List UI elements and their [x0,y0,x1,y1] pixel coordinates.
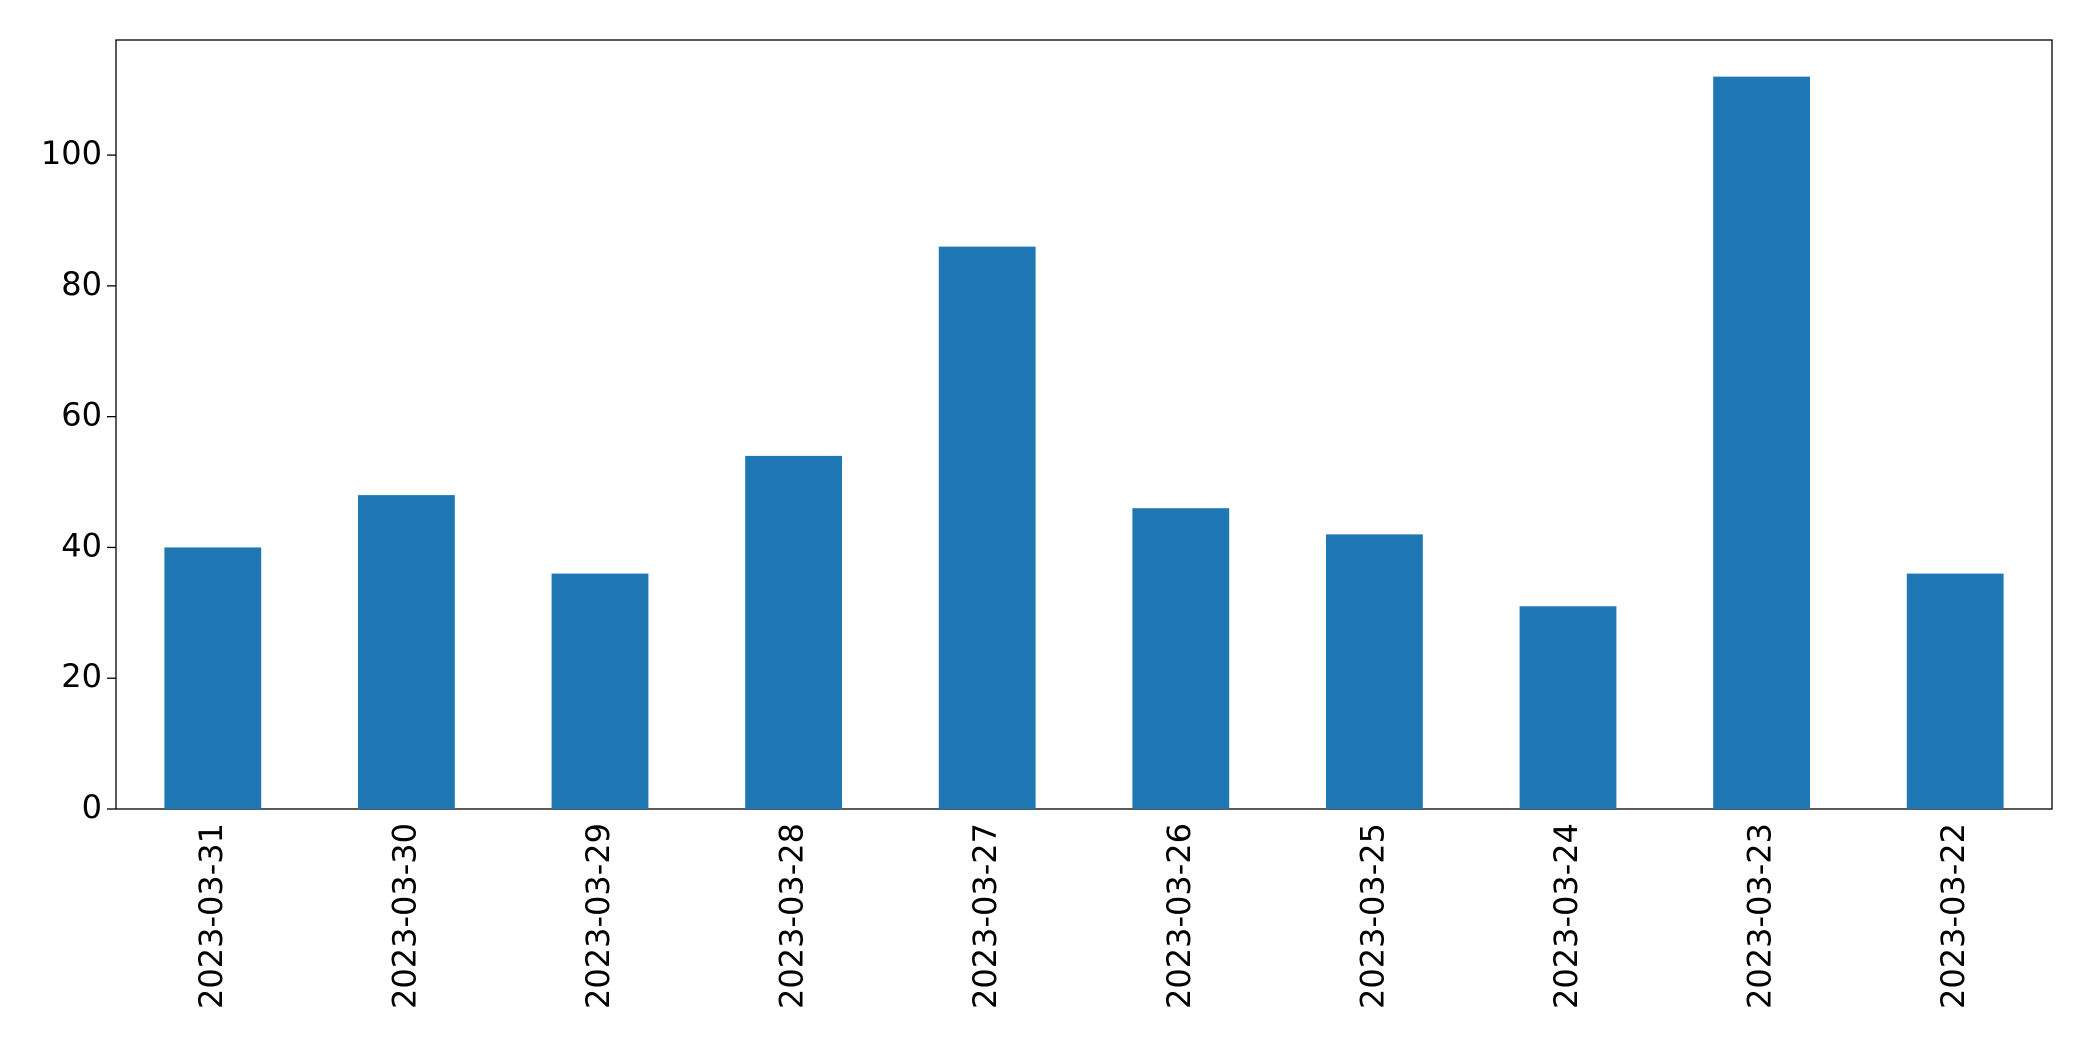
bar [358,495,455,809]
x-tick-label: 2023-03-29 [579,823,617,1009]
x-tick-label: 2023-03-23 [1741,823,1779,1009]
bar [551,573,649,809]
bar [1132,508,1230,809]
y-tick-label: 80 [61,265,102,303]
bar [1326,534,1423,809]
bar [1519,606,1617,809]
x-tick-label: 2023-03-25 [1353,823,1391,1009]
y-tick-label: 0 [82,788,102,826]
x-tick-label: 2023-03-30 [385,823,423,1009]
x-tick-label: 2023-03-26 [1160,823,1198,1009]
x-tick-label: 2023-03-28 [773,823,811,1009]
y-tick-label: 20 [61,657,102,695]
bar [938,246,1036,809]
axes-frame [115,39,2053,810]
y-tick-label: 40 [61,526,102,564]
bar [745,455,842,809]
x-tick-label: 2023-03-24 [1547,823,1585,1009]
x-tick-label: 2023-03-22 [1934,823,1972,1009]
x-tick-label: 2023-03-27 [966,823,1004,1009]
y-tick-label: 60 [61,396,102,434]
y-tick-label: 100 [41,134,102,172]
bar [1713,76,1810,810]
bar [1906,573,2004,809]
bar [164,547,262,809]
x-tick-label: 2023-03-31 [192,823,230,1009]
